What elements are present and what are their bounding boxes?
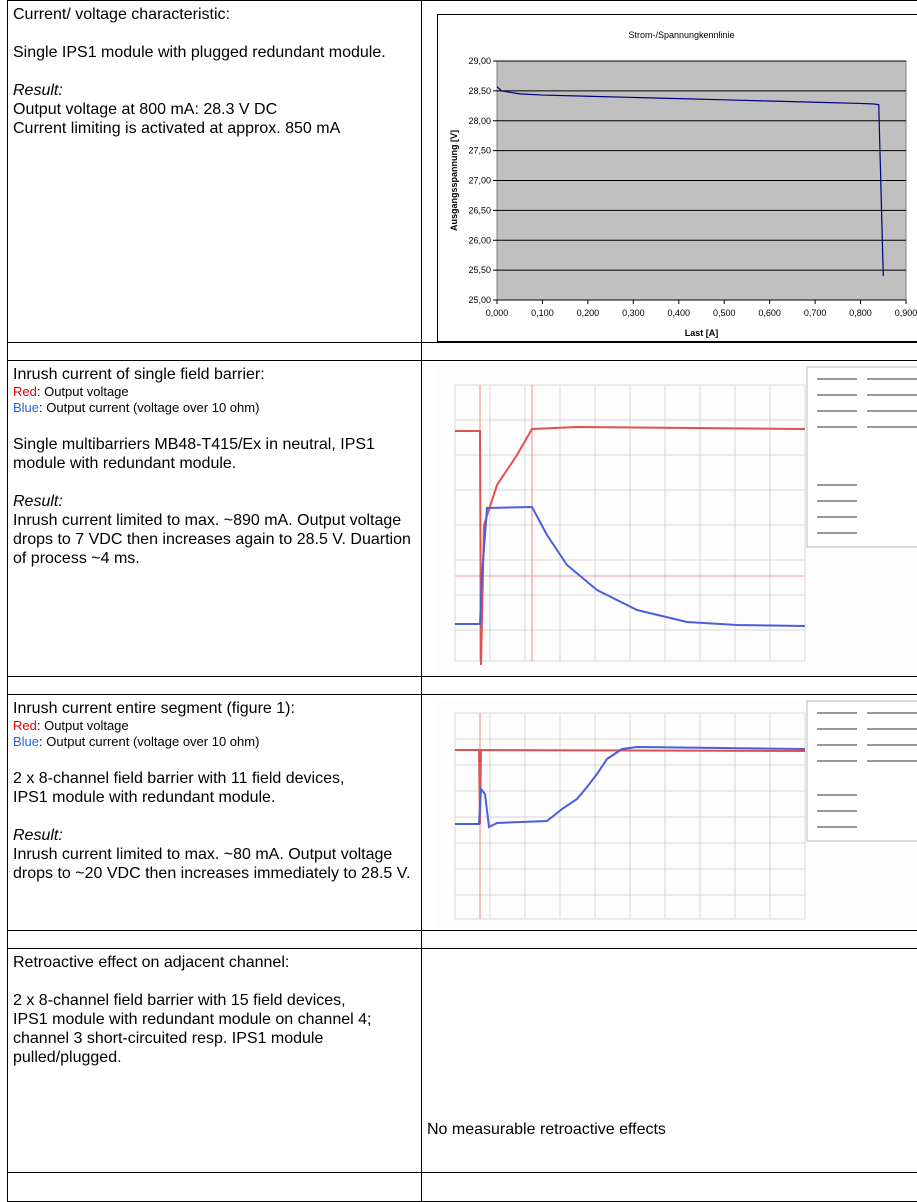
result-label: Result: [13, 827, 63, 844]
y-tick-label: 26,00 [468, 235, 491, 245]
oscilloscope-image [437, 699, 917, 927]
x-tick-label: 0,500 [713, 308, 736, 318]
x-tick-label: 0,300 [622, 308, 645, 318]
x-tick-label: 0,400 [668, 308, 691, 318]
legend-text: : Output voltage [37, 718, 129, 733]
x-tick-label: 0,700 [804, 308, 827, 318]
x-tick-label: 0,900 [895, 308, 917, 318]
oscilloscope-image [437, 365, 917, 671]
result: Output voltage at 800 mA: 28.3 V DC [13, 100, 416, 119]
legend-color: Blue [13, 734, 39, 749]
empty-cell [421, 930, 917, 949]
y-axis-label: Ausgangsspannung [V] [449, 130, 459, 231]
chart-cell: Strom-/Spannungkennlinie 25,00 25,50 26,00 2… [421, 0, 917, 343]
y-tick-label: 28,00 [468, 116, 491, 126]
y-tick-label: 29,00 [468, 56, 491, 66]
empty-cell [7, 676, 422, 695]
heading: Retroactive effect on adjacent channel: [13, 953, 416, 972]
empty-cell [7, 1172, 422, 1202]
description-cell: Current/ voltage characteristic: Single … [7, 0, 422, 343]
outcome: No measurable retroactive effects [427, 1120, 666, 1139]
y-tick-label: 25,00 [468, 295, 491, 305]
y-tick-label: 27,00 [468, 176, 491, 186]
setup: 2 x 8-channel field barrier with 15 fiel… [13, 991, 383, 1067]
empty-cell [7, 930, 422, 949]
legend-color: Blue [13, 400, 39, 415]
empty-cell [421, 1172, 917, 1202]
legend-text: : Output voltage [37, 384, 129, 399]
page: Current/ voltage characteristic: Single … [0, 0, 917, 1191]
x-tick-label: 0,200 [577, 308, 600, 318]
outcome-cell: No measurable retroactive effects [421, 948, 917, 1173]
chart: Strom-/Spannungkennlinie 25,00 25,50 26,00 2… [437, 14, 917, 343]
description-cell: Retroactive effect on adjacent channel: … [7, 948, 422, 1173]
x-tick-label: 0,600 [758, 308, 781, 318]
result: Inrush current limited to max. ~890 mA. … [13, 511, 416, 568]
x-axis-label: Last [A] [685, 328, 719, 338]
empty-cell [421, 676, 917, 695]
legend-text: : Output current (voltage over 10 ohm) [39, 400, 259, 415]
legend-color: Red [13, 384, 37, 399]
scope-cell [421, 694, 917, 931]
legend-text: : Output current (voltage over 10 ohm) [39, 734, 259, 749]
x-tick-label: 0,000 [486, 308, 509, 318]
result: Current limiting is activated at approx.… [13, 119, 353, 138]
heading: Inrush current entire segment (figure 1)… [13, 699, 416, 718]
setup: Single IPS1 module with plugged redundan… [13, 43, 416, 62]
empty-cell [421, 342, 917, 361]
heading: Inrush current of single field barrier: [13, 365, 416, 384]
heading: Current/ voltage characteristic: [13, 5, 416, 24]
description-cell: Inrush current of single field barrier: … [7, 360, 422, 677]
empty-cell [7, 342, 422, 361]
x-tick-label: 0,800 [849, 308, 872, 318]
y-tick-label: 26,50 [468, 205, 491, 215]
y-tick-label: 27,50 [468, 146, 491, 156]
y-tick-label: 28,50 [468, 86, 491, 96]
scope-cell [421, 360, 917, 677]
chart-title: Strom-/Spannungkennlinie [628, 30, 734, 40]
y-tick-label: 25,50 [468, 265, 491, 275]
result-label: Result: [13, 493, 63, 510]
result: Inrush current limited to max. ~80 mA. O… [13, 845, 416, 883]
result-label: Result: [13, 82, 63, 99]
setup: Single multibarriers MB48-T415/Ex in neu… [13, 435, 416, 473]
setup: 2 x 8-channel field barrier with 11 fiel… [13, 769, 363, 807]
legend-color: Red [13, 718, 37, 733]
description-cell: Inrush current entire segment (figure 1)… [7, 694, 422, 931]
x-tick-label: 0,100 [531, 308, 554, 318]
